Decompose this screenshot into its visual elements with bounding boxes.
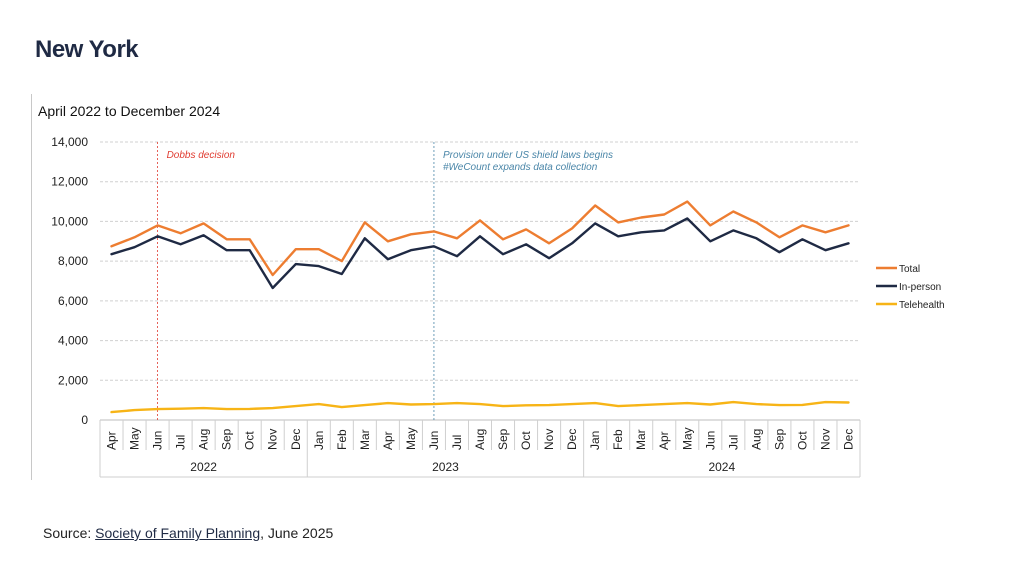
x-tick-label: Dec bbox=[841, 429, 855, 450]
x-tick-label: Nov bbox=[542, 429, 556, 450]
x-tick-label: Sep bbox=[496, 428, 510, 450]
x-tick-label: Sep bbox=[772, 428, 786, 450]
x-tick-label: Dec bbox=[565, 429, 579, 450]
x-tick-label: Aug bbox=[473, 429, 487, 450]
x-tick-label: May bbox=[128, 427, 142, 450]
legend-label: Total bbox=[899, 264, 920, 275]
x-tick-label: Jan bbox=[312, 431, 326, 450]
source-prefix: Source: bbox=[43, 525, 96, 541]
x-tick-label: Apr bbox=[657, 431, 671, 450]
line-chart: April 2022 to December 2024 0 2,000 4,000 6… bbox=[38, 103, 945, 478]
x-tick-label: Feb bbox=[611, 429, 625, 450]
x-tick-label: Apr bbox=[105, 431, 119, 450]
x-tick-label: Sep bbox=[220, 428, 234, 450]
x-tick-label: Oct bbox=[519, 431, 533, 450]
x-tick-label: Apr bbox=[381, 431, 395, 450]
x-tick-label: Mar bbox=[634, 429, 648, 450]
x-tick-label: Oct bbox=[795, 431, 809, 450]
x-tick-label: Dec bbox=[289, 429, 303, 450]
x-tick-label: Jul bbox=[450, 435, 464, 450]
x-tick-label: Oct bbox=[243, 431, 257, 450]
y-tick-label: 4,000 bbox=[58, 334, 88, 348]
x-tick-label: Aug bbox=[749, 429, 763, 450]
year-label: 2023 bbox=[432, 460, 459, 474]
y-tick-label: 2,000 bbox=[58, 373, 88, 387]
year-label: 2024 bbox=[708, 460, 735, 474]
x-tick-label: Nov bbox=[818, 429, 832, 450]
series-line-total bbox=[110, 200, 850, 277]
legend-label: Telehealth bbox=[899, 300, 945, 311]
series-line-in-person bbox=[110, 217, 850, 290]
series-line-telehealth bbox=[110, 400, 850, 414]
gridlines bbox=[100, 141, 860, 381]
y-tick-label: 12,000 bbox=[51, 175, 88, 189]
source-link[interactable]: Society of Family Planning bbox=[95, 525, 261, 541]
page-title: New York bbox=[35, 36, 139, 63]
axes: 0 2,000 4,000 6,000 8,000 10,000 12,000 14,000 A… bbox=[51, 135, 861, 478]
year-label: 2022 bbox=[190, 460, 217, 474]
x-tick-label: Feb bbox=[335, 429, 349, 450]
annotations: Dobbs decision Provision under US shield … bbox=[157, 142, 613, 420]
chart-divider bbox=[31, 94, 32, 480]
annotation-label: #WeCount expands data collection bbox=[443, 162, 598, 173]
x-tick-label: Jul bbox=[174, 435, 188, 450]
x-tick-label: Nov bbox=[266, 429, 280, 450]
source-note: Source: Society of Family Planning, June… bbox=[43, 525, 333, 541]
x-tick-label: Jun bbox=[427, 431, 441, 450]
x-tick-label: Jun bbox=[703, 431, 717, 450]
source-suffix: , June 2025 bbox=[260, 525, 334, 541]
legend: Total In-person Telehealth bbox=[876, 264, 945, 311]
legend-label: In-person bbox=[899, 282, 941, 293]
series-lines bbox=[110, 200, 850, 414]
annotation-label: Provision under US shield laws begins bbox=[443, 150, 613, 161]
x-tick-label: Aug bbox=[197, 429, 211, 450]
x-tick-label: Mar bbox=[358, 429, 372, 450]
annotation-label: Dobbs decision bbox=[167, 150, 236, 161]
x-tick-label: Jun bbox=[151, 431, 165, 450]
x-tick-label: Jul bbox=[726, 435, 740, 450]
y-tick-label: 6,000 bbox=[58, 294, 88, 308]
y-tick-label: 14,000 bbox=[51, 135, 88, 149]
x-tick-label: May bbox=[404, 427, 418, 450]
y-tick-label: 10,000 bbox=[51, 214, 88, 228]
y-tick-label: 0 bbox=[81, 413, 88, 427]
chart-title: April 2022 to December 2024 bbox=[38, 103, 220, 119]
x-tick-label: Jan bbox=[588, 431, 602, 450]
y-tick-label: 8,000 bbox=[58, 254, 88, 268]
x-tick-label: May bbox=[680, 427, 694, 450]
